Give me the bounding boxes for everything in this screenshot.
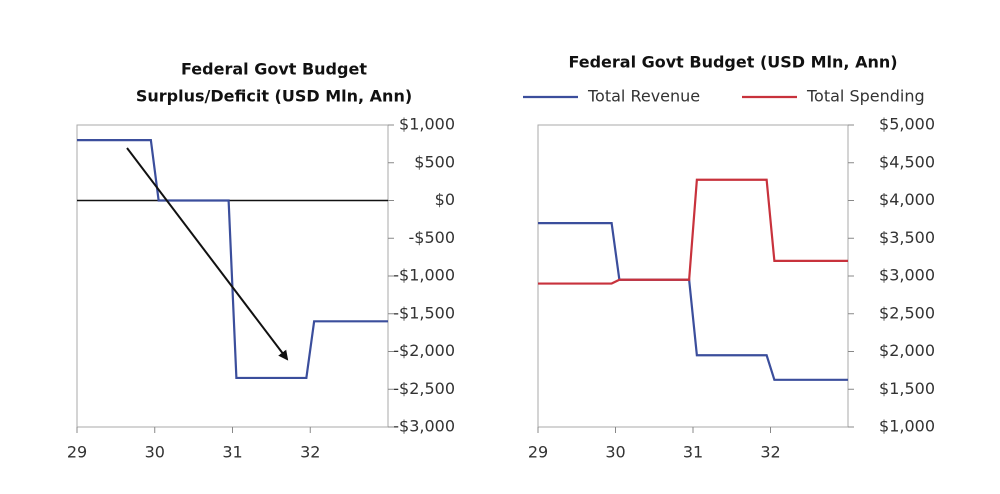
y-tick-label: -$2,500: [393, 379, 455, 398]
plot-frame: [537, 124, 849, 428]
y-tick-label: $3,500: [879, 228, 935, 247]
y-tick-label: $3,000: [879, 266, 935, 285]
y-tick-label: $0: [435, 190, 455, 209]
chart-title: Federal Govt Budget: [181, 60, 367, 79]
y-tick-label: $500: [414, 152, 455, 171]
legend-label: Total Revenue: [587, 87, 700, 106]
series-line: [538, 222, 848, 381]
y-tick-label: -$1,500: [393, 303, 455, 322]
y-tick-label: $1,000: [879, 417, 935, 436]
x-tick-label: 31: [222, 443, 242, 462]
x-tick-label: 30: [145, 443, 165, 462]
y-tick-label: $2,500: [879, 303, 935, 322]
y-tick-label: -$2,000: [393, 341, 455, 360]
chart-title: Federal Govt Budget (USD Mln, Ann): [568, 53, 897, 72]
x-tick-label: 29: [67, 443, 87, 462]
y-tick-label: $4,500: [879, 152, 935, 171]
y-tick-label: $1,500: [879, 379, 935, 398]
chart-subtitle: Surplus/Deficit (USD Mln, Ann): [136, 87, 412, 106]
y-tick-label: -$3,000: [393, 417, 455, 436]
y-tick-label: $4,000: [879, 190, 935, 209]
x-tick-label: 32: [300, 443, 320, 462]
y-tick-label: -$500: [409, 228, 456, 247]
x-tick-label: 32: [760, 443, 780, 462]
y-tick-label: $2,000: [879, 341, 935, 360]
x-tick-label: 30: [605, 443, 625, 462]
y-tick-label: $5,000: [879, 115, 935, 134]
series-line: [77, 139, 388, 380]
y-tick-label: -$1,000: [393, 266, 455, 285]
legend-label: Total Spending: [806, 87, 925, 106]
x-tick-label: 29: [528, 443, 548, 462]
trend-arrow: [126, 147, 289, 361]
series-line: [538, 178, 848, 285]
y-tick-label: $1,000: [399, 115, 455, 134]
x-tick-label: 31: [683, 443, 703, 462]
